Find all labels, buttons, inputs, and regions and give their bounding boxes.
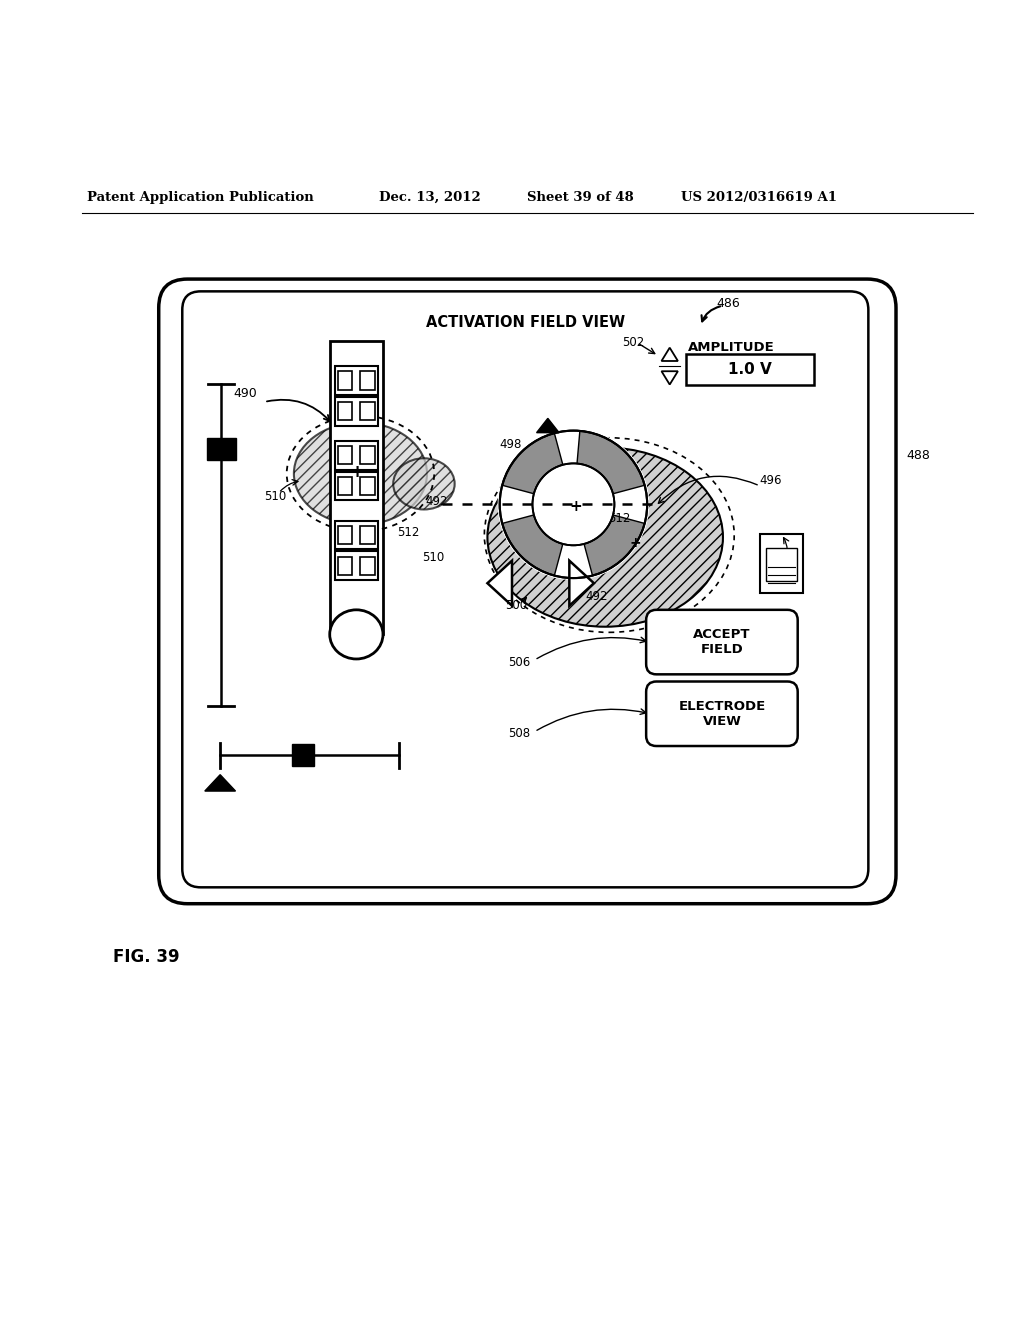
Text: FIG. 39: FIG. 39 xyxy=(113,948,179,966)
Polygon shape xyxy=(569,561,594,606)
Text: 510: 510 xyxy=(264,490,287,503)
Text: 500: 500 xyxy=(505,599,527,612)
Text: Dec. 13, 2012: Dec. 13, 2012 xyxy=(379,190,480,203)
Text: AMPLITUDE: AMPLITUDE xyxy=(688,341,775,354)
Text: ACTIVATION FIELD VIEW: ACTIVATION FIELD VIEW xyxy=(426,314,625,330)
Text: 512: 512 xyxy=(608,512,631,525)
Text: Patent Application Publication: Patent Application Publication xyxy=(87,190,313,203)
Bar xyxy=(766,548,797,581)
Wedge shape xyxy=(584,515,645,576)
Circle shape xyxy=(532,463,614,545)
Polygon shape xyxy=(487,561,512,606)
Text: +: + xyxy=(629,536,641,550)
Bar xyxy=(335,520,378,549)
FancyBboxPatch shape xyxy=(159,279,896,904)
Text: 496: 496 xyxy=(760,474,782,487)
Text: US 2012/0316619 A1: US 2012/0316619 A1 xyxy=(681,190,837,203)
Bar xyxy=(335,471,378,500)
Bar xyxy=(338,525,352,544)
Text: 502: 502 xyxy=(623,337,645,348)
Bar xyxy=(335,441,378,470)
Text: 492: 492 xyxy=(425,495,447,508)
Text: 486: 486 xyxy=(717,297,740,310)
FancyBboxPatch shape xyxy=(646,610,798,675)
Bar xyxy=(360,525,375,544)
Bar xyxy=(335,366,378,395)
Bar xyxy=(338,403,352,420)
Text: 488: 488 xyxy=(906,449,930,462)
Bar xyxy=(338,477,352,495)
Text: 510: 510 xyxy=(422,552,444,564)
Bar xyxy=(335,552,378,579)
Bar xyxy=(360,403,375,420)
Bar xyxy=(338,371,352,389)
Bar xyxy=(360,557,375,576)
Bar xyxy=(330,341,383,635)
Circle shape xyxy=(498,429,649,579)
Wedge shape xyxy=(502,515,563,576)
Text: +: + xyxy=(569,499,582,513)
Bar xyxy=(338,446,352,465)
Polygon shape xyxy=(662,347,678,360)
Text: ELECTRODE
VIEW: ELECTRODE VIEW xyxy=(678,700,766,727)
Bar xyxy=(338,557,352,576)
Bar xyxy=(207,438,236,461)
Text: ACCEPT
FIELD: ACCEPT FIELD xyxy=(693,628,751,656)
Text: 498: 498 xyxy=(500,438,522,451)
Ellipse shape xyxy=(488,449,722,626)
Polygon shape xyxy=(662,371,678,384)
Bar xyxy=(292,744,314,767)
Text: 490: 490 xyxy=(233,387,257,400)
Bar xyxy=(360,477,375,495)
FancyBboxPatch shape xyxy=(182,292,868,887)
Polygon shape xyxy=(205,775,236,791)
Bar xyxy=(335,397,378,425)
Text: +: + xyxy=(349,462,364,480)
Ellipse shape xyxy=(294,422,427,525)
Bar xyxy=(360,446,375,465)
Text: 508: 508 xyxy=(508,727,530,741)
Bar xyxy=(760,535,803,594)
Ellipse shape xyxy=(393,458,455,510)
Text: 506: 506 xyxy=(508,656,530,668)
Bar xyxy=(686,354,814,384)
Polygon shape xyxy=(537,418,559,433)
Wedge shape xyxy=(502,433,563,494)
Text: Sheet 39 of 48: Sheet 39 of 48 xyxy=(527,190,634,203)
Wedge shape xyxy=(577,430,645,494)
Bar xyxy=(360,371,375,389)
Text: 492: 492 xyxy=(586,590,608,603)
FancyBboxPatch shape xyxy=(646,681,798,746)
Ellipse shape xyxy=(330,610,383,659)
Text: 504: 504 xyxy=(774,554,797,568)
Text: 1.0 V: 1.0 V xyxy=(728,362,771,376)
Text: 512: 512 xyxy=(397,525,420,539)
Ellipse shape xyxy=(487,447,723,627)
